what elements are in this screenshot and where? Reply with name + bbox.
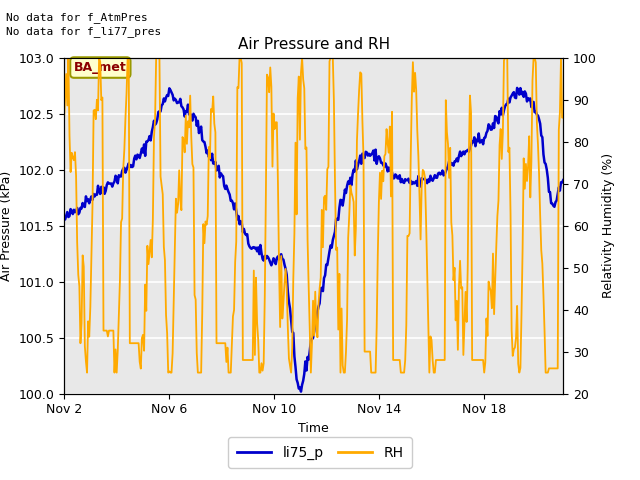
X-axis label: Time: Time	[298, 422, 329, 435]
Y-axis label: Relativity Humidity (%): Relativity Humidity (%)	[602, 153, 615, 298]
Text: No data for f_li77_pres: No data for f_li77_pres	[6, 26, 162, 37]
Text: No data for f_AtmPres: No data for f_AtmPres	[6, 12, 148, 23]
Title: Air Pressure and RH: Air Pressure and RH	[237, 37, 390, 52]
Legend: li75_p, RH: li75_p, RH	[228, 437, 412, 468]
Y-axis label: Air Pressure (kPa): Air Pressure (kPa)	[0, 170, 13, 281]
Text: BA_met: BA_met	[74, 61, 127, 74]
